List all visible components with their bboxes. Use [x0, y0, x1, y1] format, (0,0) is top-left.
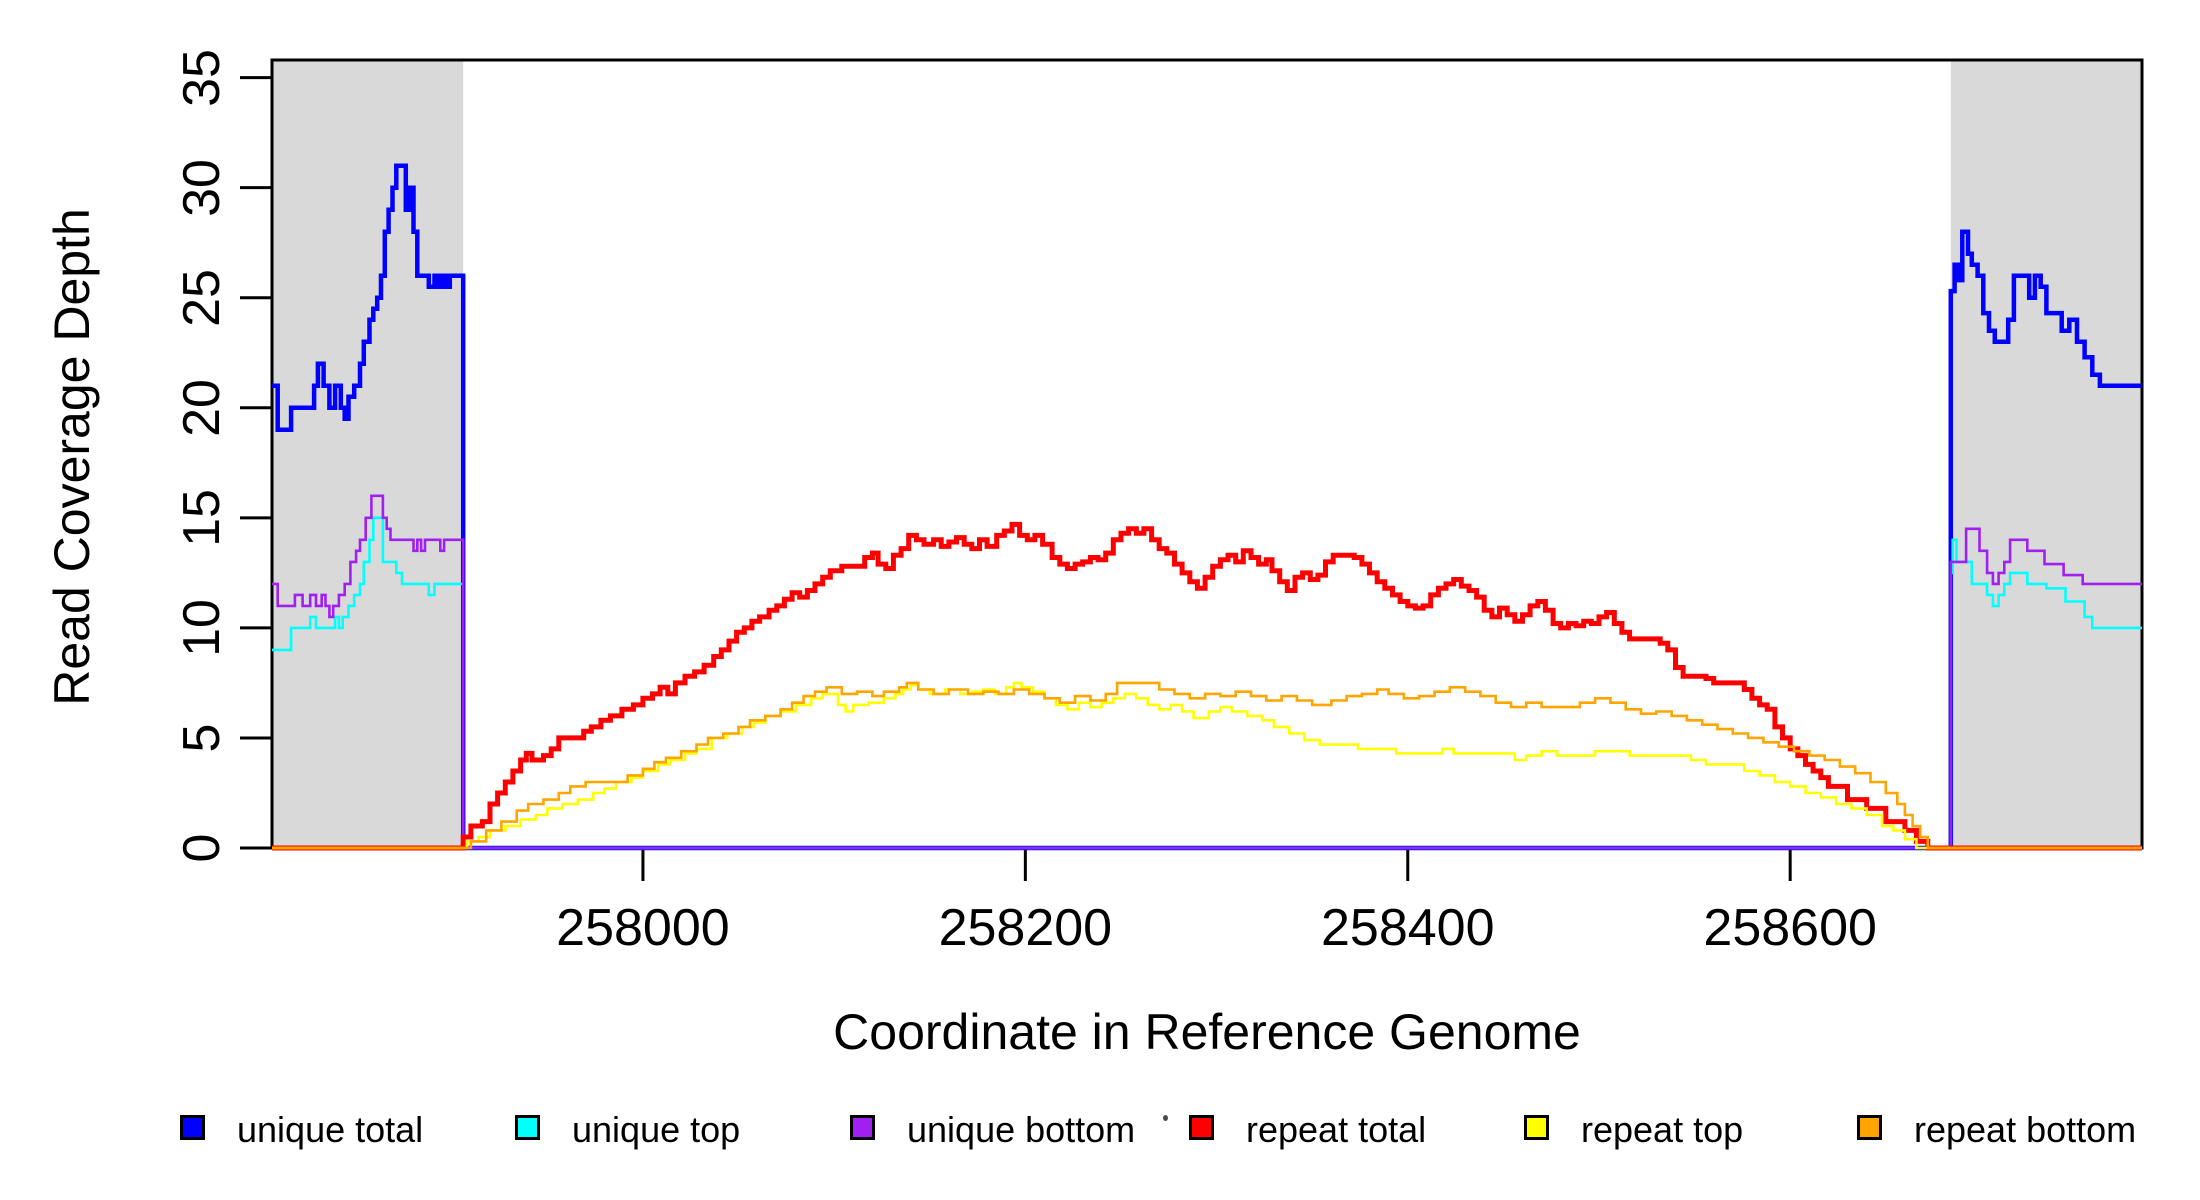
legend-swatch-icon: [1857, 1115, 1882, 1140]
y-tick-label: 30: [173, 158, 231, 217]
x-tick-label: 258200: [938, 899, 1113, 957]
x-tick-label: 258600: [1703, 899, 1877, 957]
stray-dot-mark: [1163, 1115, 1168, 1121]
plot-box: [270, 58, 2144, 850]
shaded-region: [272, 60, 464, 848]
series-line-repeat-total: [272, 521, 2142, 851]
legend-label: repeat total: [1246, 1109, 1427, 1150]
y-tick-label: 5: [173, 723, 231, 753]
chart-legend: unique total unique top unique bottom repea…: [0, 1105, 2200, 1165]
legend-swatch-icon: [1524, 1115, 1549, 1140]
legend-label: unique total: [237, 1109, 424, 1150]
legend-label: unique bottom: [907, 1109, 1136, 1150]
y-axis-title: Read Coverage Depth: [44, 208, 100, 706]
x-tick-label: 258000: [556, 899, 730, 957]
y-tick-label: 0: [173, 833, 231, 863]
y-tick-label: 25: [173, 268, 231, 327]
x-tick-label: 258400: [1321, 899, 1495, 957]
y-tick-label: 35: [173, 48, 231, 107]
series-line-unique-bottom: [272, 494, 2142, 850]
legend-swatch-icon: [180, 1115, 205, 1140]
series-line-unique-top: [272, 516, 2142, 850]
shaded-region: [1950, 60, 2142, 848]
series-line-repeat-bottom: [272, 681, 2142, 850]
legend-swatch-icon: [515, 1115, 540, 1140]
series-line-repeat-top: [272, 681, 2142, 850]
legend-swatch-icon: [1189, 1115, 1214, 1140]
legend-label: unique top: [572, 1109, 741, 1150]
y-tick-label: 15: [173, 488, 231, 547]
y-tick-label: 20: [173, 378, 231, 437]
series-line-unique-total: [272, 163, 2142, 851]
legend-swatch-icon: [850, 1115, 875, 1140]
legend-label: repeat bottom: [1914, 1109, 2137, 1150]
legend-label: repeat top: [1581, 1109, 1744, 1150]
y-tick-label: 10: [173, 598, 231, 657]
x-axis-title: Coordinate in Reference Genome: [833, 1004, 1581, 1060]
